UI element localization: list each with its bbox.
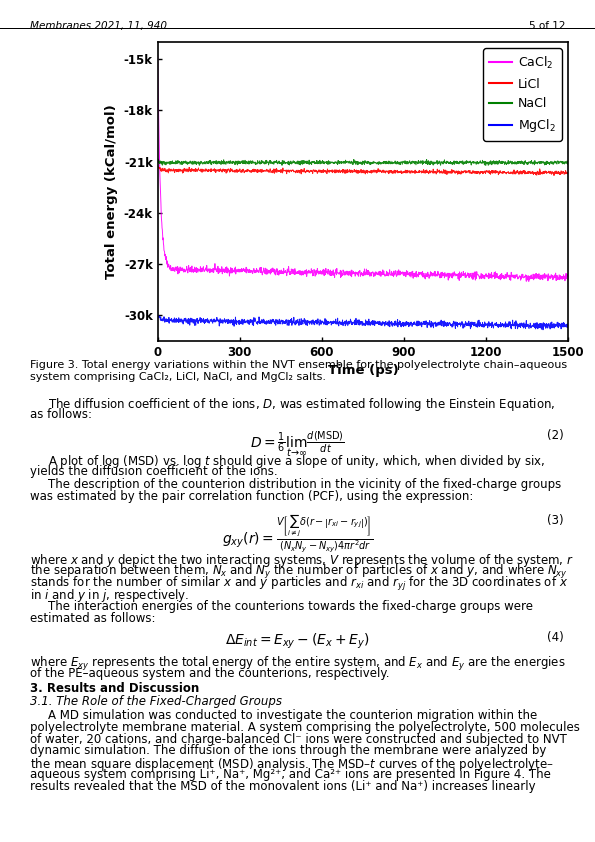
X-axis label: Time (ps): Time (ps)	[328, 365, 398, 377]
Text: of water, 20 cations, and charge-balanced Cl⁻ ions were constructed and subjecte: of water, 20 cations, and charge-balance…	[30, 733, 566, 745]
Text: (2): (2)	[547, 429, 564, 442]
Text: $\Delta E_{int} = E_{xy} - \left(E_x + E_y\right)$: $\Delta E_{int} = E_{xy} - \left(E_x + E…	[226, 632, 369, 651]
Text: estimated as follows:: estimated as follows:	[30, 612, 155, 625]
Text: Membranes 2021, 11, 940: Membranes 2021, 11, 940	[30, 21, 167, 31]
Legend: CaCl$_2$, LiCl, NaCl, MgCl$_2$: CaCl$_2$, LiCl, NaCl, MgCl$_2$	[483, 48, 562, 141]
Text: 3.1. The Role of the Fixed-Charged Groups: 3.1. The Role of the Fixed-Charged Group…	[30, 695, 282, 707]
Text: yields the diffusion coefficient of the ions.: yields the diffusion coefficient of the …	[30, 465, 277, 477]
Text: 5 of 12: 5 of 12	[529, 21, 565, 31]
Text: Figure 3. Total energy variations within the NVT ensemble for the polyelectrolyt: Figure 3. Total energy variations within…	[30, 360, 567, 382]
Y-axis label: Total energy (kCal/mol): Total energy (kCal/mol)	[105, 104, 118, 279]
Text: where $E_{xy}$ represents the total energy of the entire system, and $E_x$ and $: where $E_{xy}$ represents the total ener…	[30, 655, 565, 673]
Text: A MD simulation was conducted to investigate the counterion migration within the: A MD simulation was conducted to investi…	[48, 709, 537, 722]
Text: polyelectrolyte membrane material. A system comprising the polyelectrolyte, 500 : polyelectrolyte membrane material. A sys…	[30, 721, 580, 733]
Text: 3. Results and Discussion: 3. Results and Discussion	[30, 682, 199, 695]
Text: dynamic simulation. The diffusion of the ions through the membrane were analyzed: dynamic simulation. The diffusion of the…	[30, 744, 546, 757]
Text: the separation between them, $N_x$ and $N_y$ the number of particles of $x$ and : the separation between them, $N_x$ and $…	[30, 563, 568, 581]
Text: where $x$ and $y$ depict the two interacting systems, $V$ represents the volume : where $x$ and $y$ depict the two interac…	[30, 552, 574, 568]
Text: results revealed that the MSD of the monovalent ions (Li⁺ and Na⁺) increases lin: results revealed that the MSD of the mon…	[30, 780, 536, 792]
Text: The diffusion coefficient of the ions, $D$, was estimated following the Einstein: The diffusion coefficient of the ions, $…	[48, 396, 555, 413]
Text: The description of the counterion distribution in the vicinity of the fixed-char: The description of the counterion distri…	[48, 478, 561, 491]
Text: as follows:: as follows:	[30, 408, 92, 420]
Text: A plot of log (MSD) vs. log $t$ should give a slope of unity, which, when divide: A plot of log (MSD) vs. log $t$ should g…	[48, 453, 545, 470]
Text: (4): (4)	[547, 632, 564, 644]
Text: $g_{xy}(r) = \frac{V\left[\sum_{i\neq j}\delta\left(r - \left|r_{xi} - r_{yj}\ri: $g_{xy}(r) = \frac{V\left[\sum_{i\neq j}…	[222, 514, 373, 555]
Text: The interaction energies of the counterions towards the fixed-charge groups were: The interaction energies of the counteri…	[48, 600, 533, 613]
Text: (3): (3)	[547, 514, 564, 526]
Text: aqueous system comprising Li⁺, Na⁺, Mg²⁺, and Ca²⁺ ions are presented in Figure : aqueous system comprising Li⁺, Na⁺, Mg²⁺…	[30, 768, 550, 781]
Text: the mean square displacement (MSD) analysis. The MSD–$t$ curves of the polyelect: the mean square displacement (MSD) analy…	[30, 756, 554, 773]
Text: stands for the number of similar $x$ and $y$ particles and $r_{xi}$ and $r_{yj}$: stands for the number of similar $x$ and…	[30, 575, 568, 593]
Text: was estimated by the pair correlation function (PCF), using the expression:: was estimated by the pair correlation fu…	[30, 490, 473, 503]
Text: of the PE–aqueous system and the counterions, respectively.: of the PE–aqueous system and the counter…	[30, 667, 389, 679]
Text: in $i$ and $y$ in $j$, respectively.: in $i$ and $y$ in $j$, respectively.	[30, 587, 189, 604]
Text: $D = \frac{1}{6}\lim_{t \to \infty}\frac{d(\mathrm{MSD})}{dt}$: $D = \frac{1}{6}\lim_{t \to \infty}\frac…	[250, 429, 345, 460]
